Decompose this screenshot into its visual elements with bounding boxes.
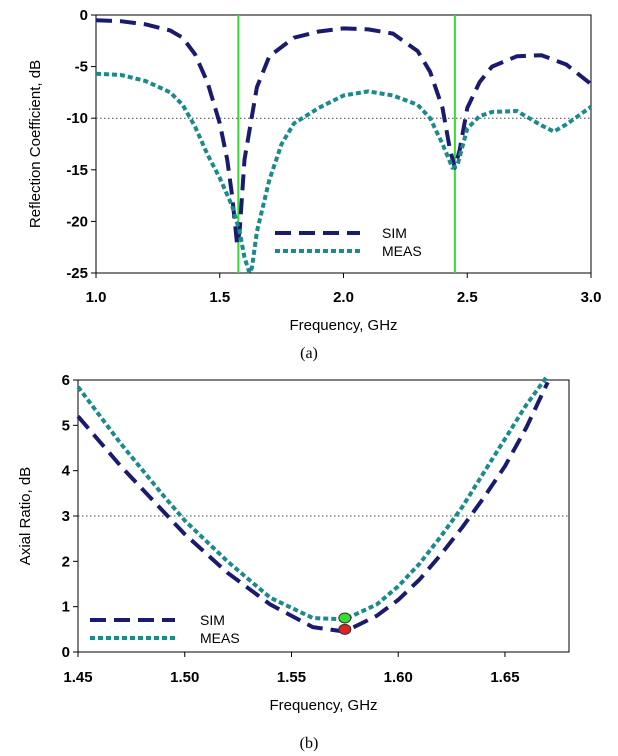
series-line-sim	[76, 381, 550, 634]
y-tick-label: 1	[62, 599, 70, 616]
y-tick-label: -15	[66, 162, 88, 179]
x-axis-label: Frequency, GHz	[289, 317, 397, 334]
x-tick-label: 1.50	[170, 669, 199, 686]
series-line-sim	[95, 18, 593, 247]
legend-label-meas: MEAS	[200, 630, 240, 646]
plot-frame	[95, 14, 592, 274]
y-tick-label: 4	[62, 463, 71, 480]
y-tick-label: 5	[62, 417, 70, 434]
legend-label-sim: SIM	[382, 225, 407, 241]
x-tick-label: 1.65	[490, 669, 519, 686]
x-tick-label: 3.0	[581, 289, 602, 306]
y-tick-label: 3	[62, 508, 70, 525]
x-tick-label: 1.55	[277, 669, 306, 686]
figure-caption: (b)	[300, 735, 319, 752]
y-tick-label: 0	[80, 7, 88, 24]
y-tick-label: -10	[66, 110, 88, 127]
x-tick-label: 1.60	[384, 669, 413, 686]
data-point-marker	[338, 623, 352, 635]
x-axis-label: Frequency, GHz	[269, 697, 377, 714]
x-tick-label: 1.45	[63, 669, 92, 686]
data-point-marker	[338, 612, 352, 624]
x-tick-label: 2.5	[457, 289, 478, 306]
chart-b: 0 1 2 3 4 5 6 1.45 1.50 1.55 1.60 1.65 SIM MEAS Freque…	[17, 372, 570, 752]
chart-a: 0 -5 -10 -15 -20 -25 1.0 1.5 2.0 2.5 3.0 SIM MEAS Fre…	[27, 7, 601, 362]
y-tick-label: 0	[62, 644, 70, 661]
legend-label-meas: MEAS	[382, 243, 422, 259]
y-tick-label: -25	[66, 265, 88, 282]
x-tick-label: 2.0	[333, 289, 354, 306]
y-tick-label: -5	[75, 59, 88, 76]
y-axis-label: Reflection Coefficient, dB	[27, 60, 44, 228]
x-tick-label: 1.0	[86, 289, 107, 306]
legend-label-sim: SIM	[200, 612, 225, 628]
y-axis-label: Axial Ratio, dB	[17, 467, 34, 565]
y-tick-label: -20	[66, 213, 88, 230]
x-tick-label: 1.5	[209, 289, 230, 306]
series-line-meas	[76, 374, 550, 622]
y-tick-label: 6	[62, 372, 70, 389]
figure-caption: (a)	[300, 345, 318, 362]
series-line-meas	[95, 71, 593, 275]
y-tick-label: 2	[62, 553, 70, 570]
